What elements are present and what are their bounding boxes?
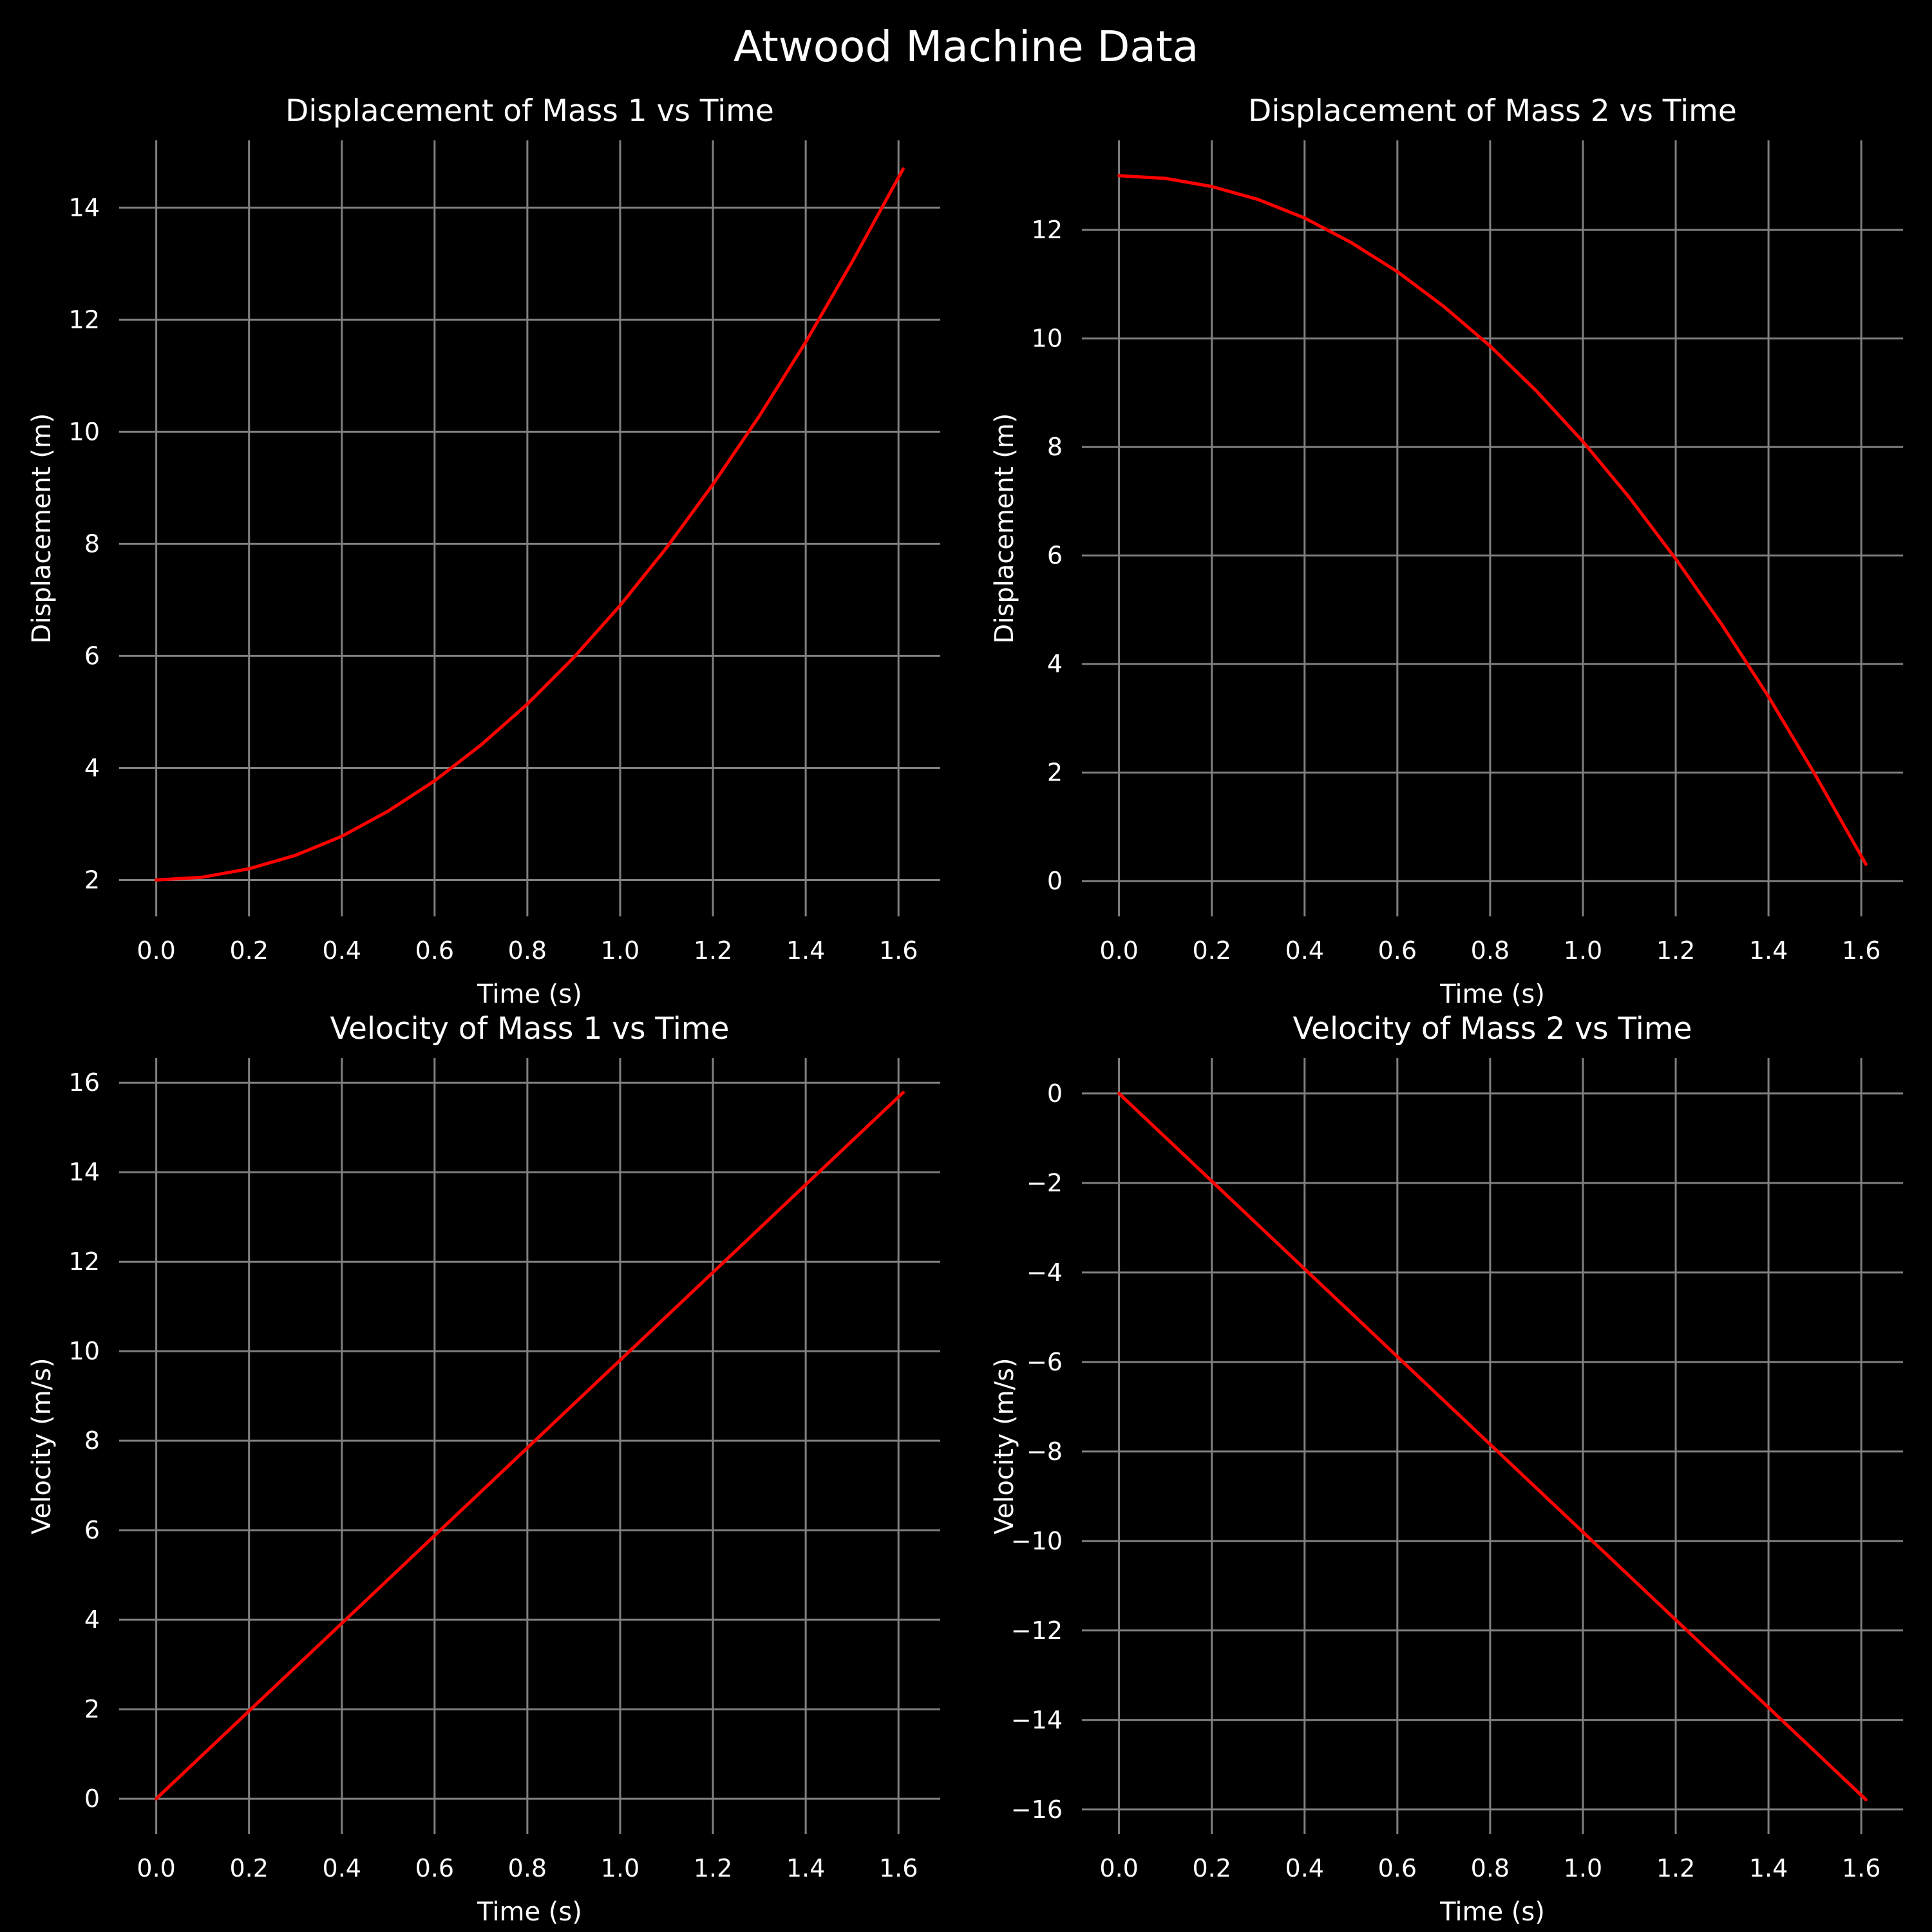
y-tick-label: 6 — [84, 641, 100, 670]
subplot-2: 0.0 0.2 0.4 0.6 0.8 1.0 1.2 1.4 1.6 0 2 4 6 8 10 12 Disp… — [990, 93, 1903, 1009]
x-tick-label: 1.0 — [1564, 936, 1602, 965]
y-axis-label: Velocity (m/s) — [990, 1358, 1019, 1534]
x-tick-label: 0.8 — [508, 936, 547, 965]
x-tick-label: 0.6 — [415, 1854, 454, 1882]
y-tick-label: −2 — [1027, 1169, 1063, 1197]
x-tick-label: 0.8 — [508, 1854, 547, 1882]
subplot-title: Displacement of Mass 1 vs Time — [285, 93, 774, 129]
x-tick-label: 0.2 — [1192, 1854, 1231, 1882]
x-tick-label: 1.4 — [1749, 936, 1788, 965]
y-tick-label: 2 — [84, 1695, 100, 1723]
x-tick-label: 0.4 — [1285, 1854, 1324, 1882]
x-tick-label: 1.6 — [879, 1854, 918, 1882]
x-tick-label: 0.6 — [1378, 936, 1417, 965]
x-tick-label: 0.8 — [1471, 1854, 1510, 1882]
y-tick-label: 2 — [1047, 759, 1063, 787]
x-tick-label: 0.0 — [137, 1854, 175, 1882]
x-tick-label: 1.4 — [786, 1854, 825, 1882]
y-tick-label: −16 — [1011, 1795, 1063, 1824]
x-tick-label: 0.4 — [323, 1854, 361, 1882]
y-tick-label: 6 — [1047, 542, 1063, 570]
series-line — [1117, 174, 1868, 866]
y-tick-label: −8 — [1027, 1437, 1063, 1466]
x-tick-label: 1.6 — [879, 936, 918, 965]
subplot-4: 0.0 0.2 0.4 0.6 0.8 1.0 1.2 1.4 1.6 0 −2 −4 −6 −8 −10 −… — [990, 1011, 1903, 1927]
x-tick-label: 0.2 — [229, 1854, 268, 1882]
x-tick-label: 1.6 — [1842, 936, 1880, 965]
x-tick-label: 1.2 — [694, 936, 732, 965]
subplot-title: Displacement of Mass 2 vs Time — [1248, 93, 1737, 129]
y-tick-label: 14 — [69, 193, 100, 222]
y-axis-label: Velocity (m/s) — [27, 1358, 57, 1534]
x-tick-label: 1.4 — [786, 936, 825, 965]
series-line — [1117, 1092, 1868, 1801]
series-line — [155, 167, 905, 882]
subplot-3: 0.0 0.2 0.4 0.6 0.8 1.0 1.2 1.4 1.6 0 2 4 6 8 10 12 14 16… — [27, 1011, 940, 1927]
series-line — [155, 1091, 905, 1801]
y-tick-label: 4 — [84, 1605, 100, 1634]
y-tick-label: 12 — [69, 1247, 100, 1276]
y-tick-label: 0 — [84, 1785, 100, 1813]
y-tick-label: 2 — [84, 866, 100, 894]
x-tick-label: 0.0 — [137, 936, 175, 965]
x-axis-label: Time (s) — [1439, 1897, 1545, 1927]
y-tick-label: 8 — [84, 529, 100, 558]
subplot-1: 0.0 0.2 0.4 0.6 0.8 1.0 1.2 1.4 1.6 2 4 6 8 10 12 14 Dis… — [27, 93, 940, 1009]
y-tick-label: 0 — [1047, 867, 1063, 895]
y-tick-label: 12 — [1032, 216, 1063, 244]
y-tick-label: −14 — [1011, 1706, 1063, 1734]
x-tick-label: 0.0 — [1099, 936, 1138, 965]
y-tick-label: 10 — [69, 1337, 100, 1365]
y-tick-label: 8 — [84, 1426, 100, 1455]
x-tick-label: 1.4 — [1749, 1854, 1788, 1882]
y-axis-label: Displacement (m) — [27, 413, 57, 644]
subplot-title: Velocity of Mass 1 vs Time — [330, 1011, 730, 1046]
x-tick-label: 0.2 — [229, 936, 268, 965]
y-tick-label: −4 — [1027, 1258, 1063, 1287]
x-tick-label: 1.0 — [601, 936, 639, 965]
x-tick-label: 0.0 — [1099, 1854, 1138, 1882]
y-tick-label: −12 — [1011, 1616, 1063, 1645]
y-tick-label: −10 — [1011, 1527, 1063, 1555]
y-tick-label: 0 — [1047, 1079, 1063, 1108]
y-tick-label: 4 — [84, 753, 100, 782]
y-tick-label: 4 — [1047, 650, 1063, 678]
x-tick-label: 0.2 — [1192, 936, 1231, 965]
y-tick-label: 10 — [1032, 325, 1063, 353]
x-tick-label: 0.6 — [415, 936, 454, 965]
y-tick-label: 10 — [69, 417, 100, 446]
x-tick-label: 1.0 — [601, 1854, 639, 1882]
y-tick-label: 6 — [84, 1516, 100, 1544]
y-tick-label: 12 — [69, 305, 100, 334]
x-tick-label: 1.2 — [694, 1854, 732, 1882]
x-tick-label: 0.4 — [1285, 936, 1324, 965]
x-tick-label: 0.8 — [1471, 936, 1510, 965]
y-tick-label: 16 — [69, 1068, 100, 1097]
y-axis-label: Displacement (m) — [990, 413, 1019, 644]
y-tick-label: 14 — [69, 1158, 100, 1186]
y-tick-label: −6 — [1027, 1348, 1063, 1376]
x-tick-label: 0.4 — [323, 936, 361, 965]
x-axis-label: Time (s) — [1439, 980, 1545, 1009]
x-axis-label: Time (s) — [477, 980, 582, 1009]
x-axis-label: Time (s) — [477, 1897, 582, 1927]
figure-title: Atwood Machine Data — [733, 22, 1199, 71]
subplot-title: Velocity of Mass 2 vs Time — [1293, 1011, 1692, 1046]
y-tick-label: 8 — [1047, 433, 1063, 461]
x-tick-label: 1.2 — [1656, 936, 1695, 965]
x-tick-label: 1.0 — [1564, 1854, 1602, 1882]
x-tick-label: 1.2 — [1656, 1854, 1695, 1882]
x-tick-label: 1.6 — [1842, 1854, 1880, 1882]
x-tick-label: 0.6 — [1378, 1854, 1417, 1882]
